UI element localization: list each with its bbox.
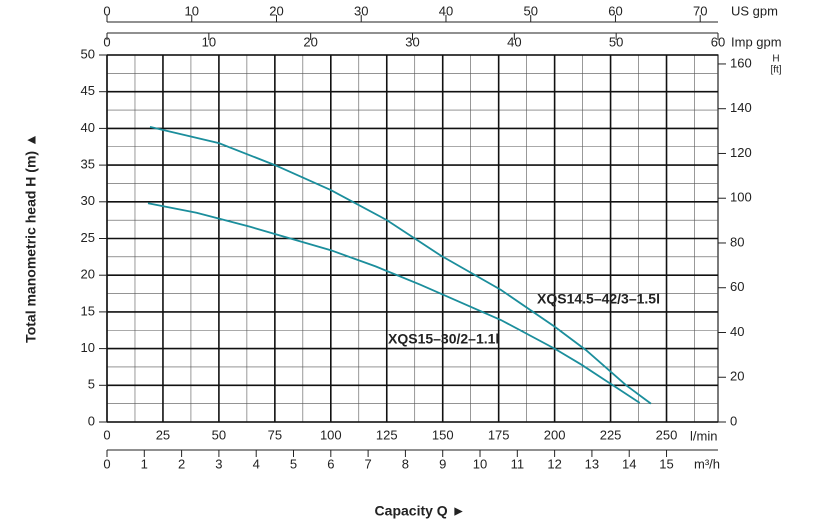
x-tick-label: 225 — [600, 427, 622, 442]
x-tick-label: 30 — [354, 3, 368, 18]
x-tick-label: 50 — [609, 34, 623, 49]
x-tick-label: 3 — [215, 456, 222, 471]
x-tick-label: 13 — [585, 456, 599, 471]
x-tick-label: 175 — [488, 427, 510, 442]
x-tick-label: 40 — [507, 34, 521, 49]
y2-tick-label: 0 — [730, 413, 737, 428]
y2-tick-label: 20 — [730, 369, 744, 384]
y-tick-label: 45 — [81, 83, 95, 98]
curve — [149, 126, 652, 405]
y2-label: H — [772, 54, 779, 65]
x-tick-label: 8 — [402, 456, 409, 471]
x-tick-label: 20 — [269, 3, 283, 18]
x-tick-label: 10 — [185, 3, 199, 18]
x-tick-label: 250 — [656, 427, 678, 442]
curve-label: XQS15–30/2–1.1l — [388, 331, 499, 347]
y-tick-label: 50 — [81, 46, 95, 61]
x-tick-label: 40 — [439, 3, 453, 18]
y-tick-label: 15 — [81, 303, 95, 318]
x-tick-label: 30 — [405, 34, 419, 49]
x-tick-label: 6 — [327, 456, 334, 471]
x-tick-label: 60 — [711, 34, 725, 49]
x-tick-label: 1 — [141, 456, 148, 471]
curve — [147, 202, 641, 404]
x-tick-label: 12 — [547, 456, 561, 471]
x-unit: l/min — [690, 428, 717, 443]
x-axis-title: Capacity Q ► — [375, 503, 466, 519]
x-tick-label: 25 — [156, 427, 170, 442]
x-tick-label: 0 — [103, 34, 110, 49]
x-tick-label: 200 — [544, 427, 566, 442]
x-tick-label: 150 — [432, 427, 454, 442]
x-tick-label: 0 — [103, 427, 110, 442]
axis-unit: m³/h — [694, 456, 720, 471]
x-tick-label: 7 — [364, 456, 371, 471]
y-axis-title: Total manometric head H (m) ▲ — [23, 133, 39, 343]
y-tick-label: 0 — [88, 413, 95, 428]
y-tick-label: 30 — [81, 193, 95, 208]
x-tick-label: 15 — [659, 456, 673, 471]
y2-tick-label: 140 — [730, 100, 752, 115]
y-tick-label: 5 — [88, 377, 95, 392]
x-tick-label: 125 — [376, 427, 398, 442]
y2-tick-label: 40 — [730, 324, 744, 339]
y-tick-label: 25 — [81, 230, 95, 245]
x-tick-label: 60 — [608, 3, 622, 18]
y-tick-label: 35 — [81, 157, 95, 172]
x-tick-label: 100 — [320, 427, 342, 442]
x-tick-label: 50 — [212, 427, 226, 442]
x-tick-label: 70 — [693, 3, 707, 18]
x-tick-label: 10 — [202, 34, 216, 49]
y2-tick-label: 100 — [730, 190, 752, 205]
y2-tick-label: 60 — [730, 279, 744, 294]
y-tick-label: 20 — [81, 267, 95, 282]
y2-unit: [ft] — [770, 65, 781, 76]
x-tick-label: 0 — [103, 3, 110, 18]
x-tick-label: 0 — [103, 456, 110, 471]
x-tick-label: 10 — [473, 456, 487, 471]
x-tick-label: 11 — [511, 456, 525, 471]
curve-label: XQS14.5–42/3–1.5l — [537, 291, 660, 307]
y2-tick-label: 160 — [730, 55, 752, 70]
x-tick-label: 14 — [622, 456, 636, 471]
y-tick-label: 40 — [81, 120, 95, 135]
y-tick-label: 10 — [81, 340, 95, 355]
y2-tick-label: 80 — [730, 234, 744, 249]
x-tick-label: 20 — [303, 34, 317, 49]
x-tick-label: 75 — [268, 427, 282, 442]
axis-unit: US gpm — [731, 3, 778, 18]
x-tick-label: 50 — [523, 3, 537, 18]
y2-tick-label: 120 — [730, 145, 752, 160]
x-tick-label: 2 — [178, 456, 185, 471]
x-tick-label: 9 — [439, 456, 446, 471]
x-tick-label: 5 — [290, 456, 297, 471]
axis-unit: Imp gpm — [731, 34, 782, 49]
x-tick-label: 4 — [253, 456, 260, 471]
